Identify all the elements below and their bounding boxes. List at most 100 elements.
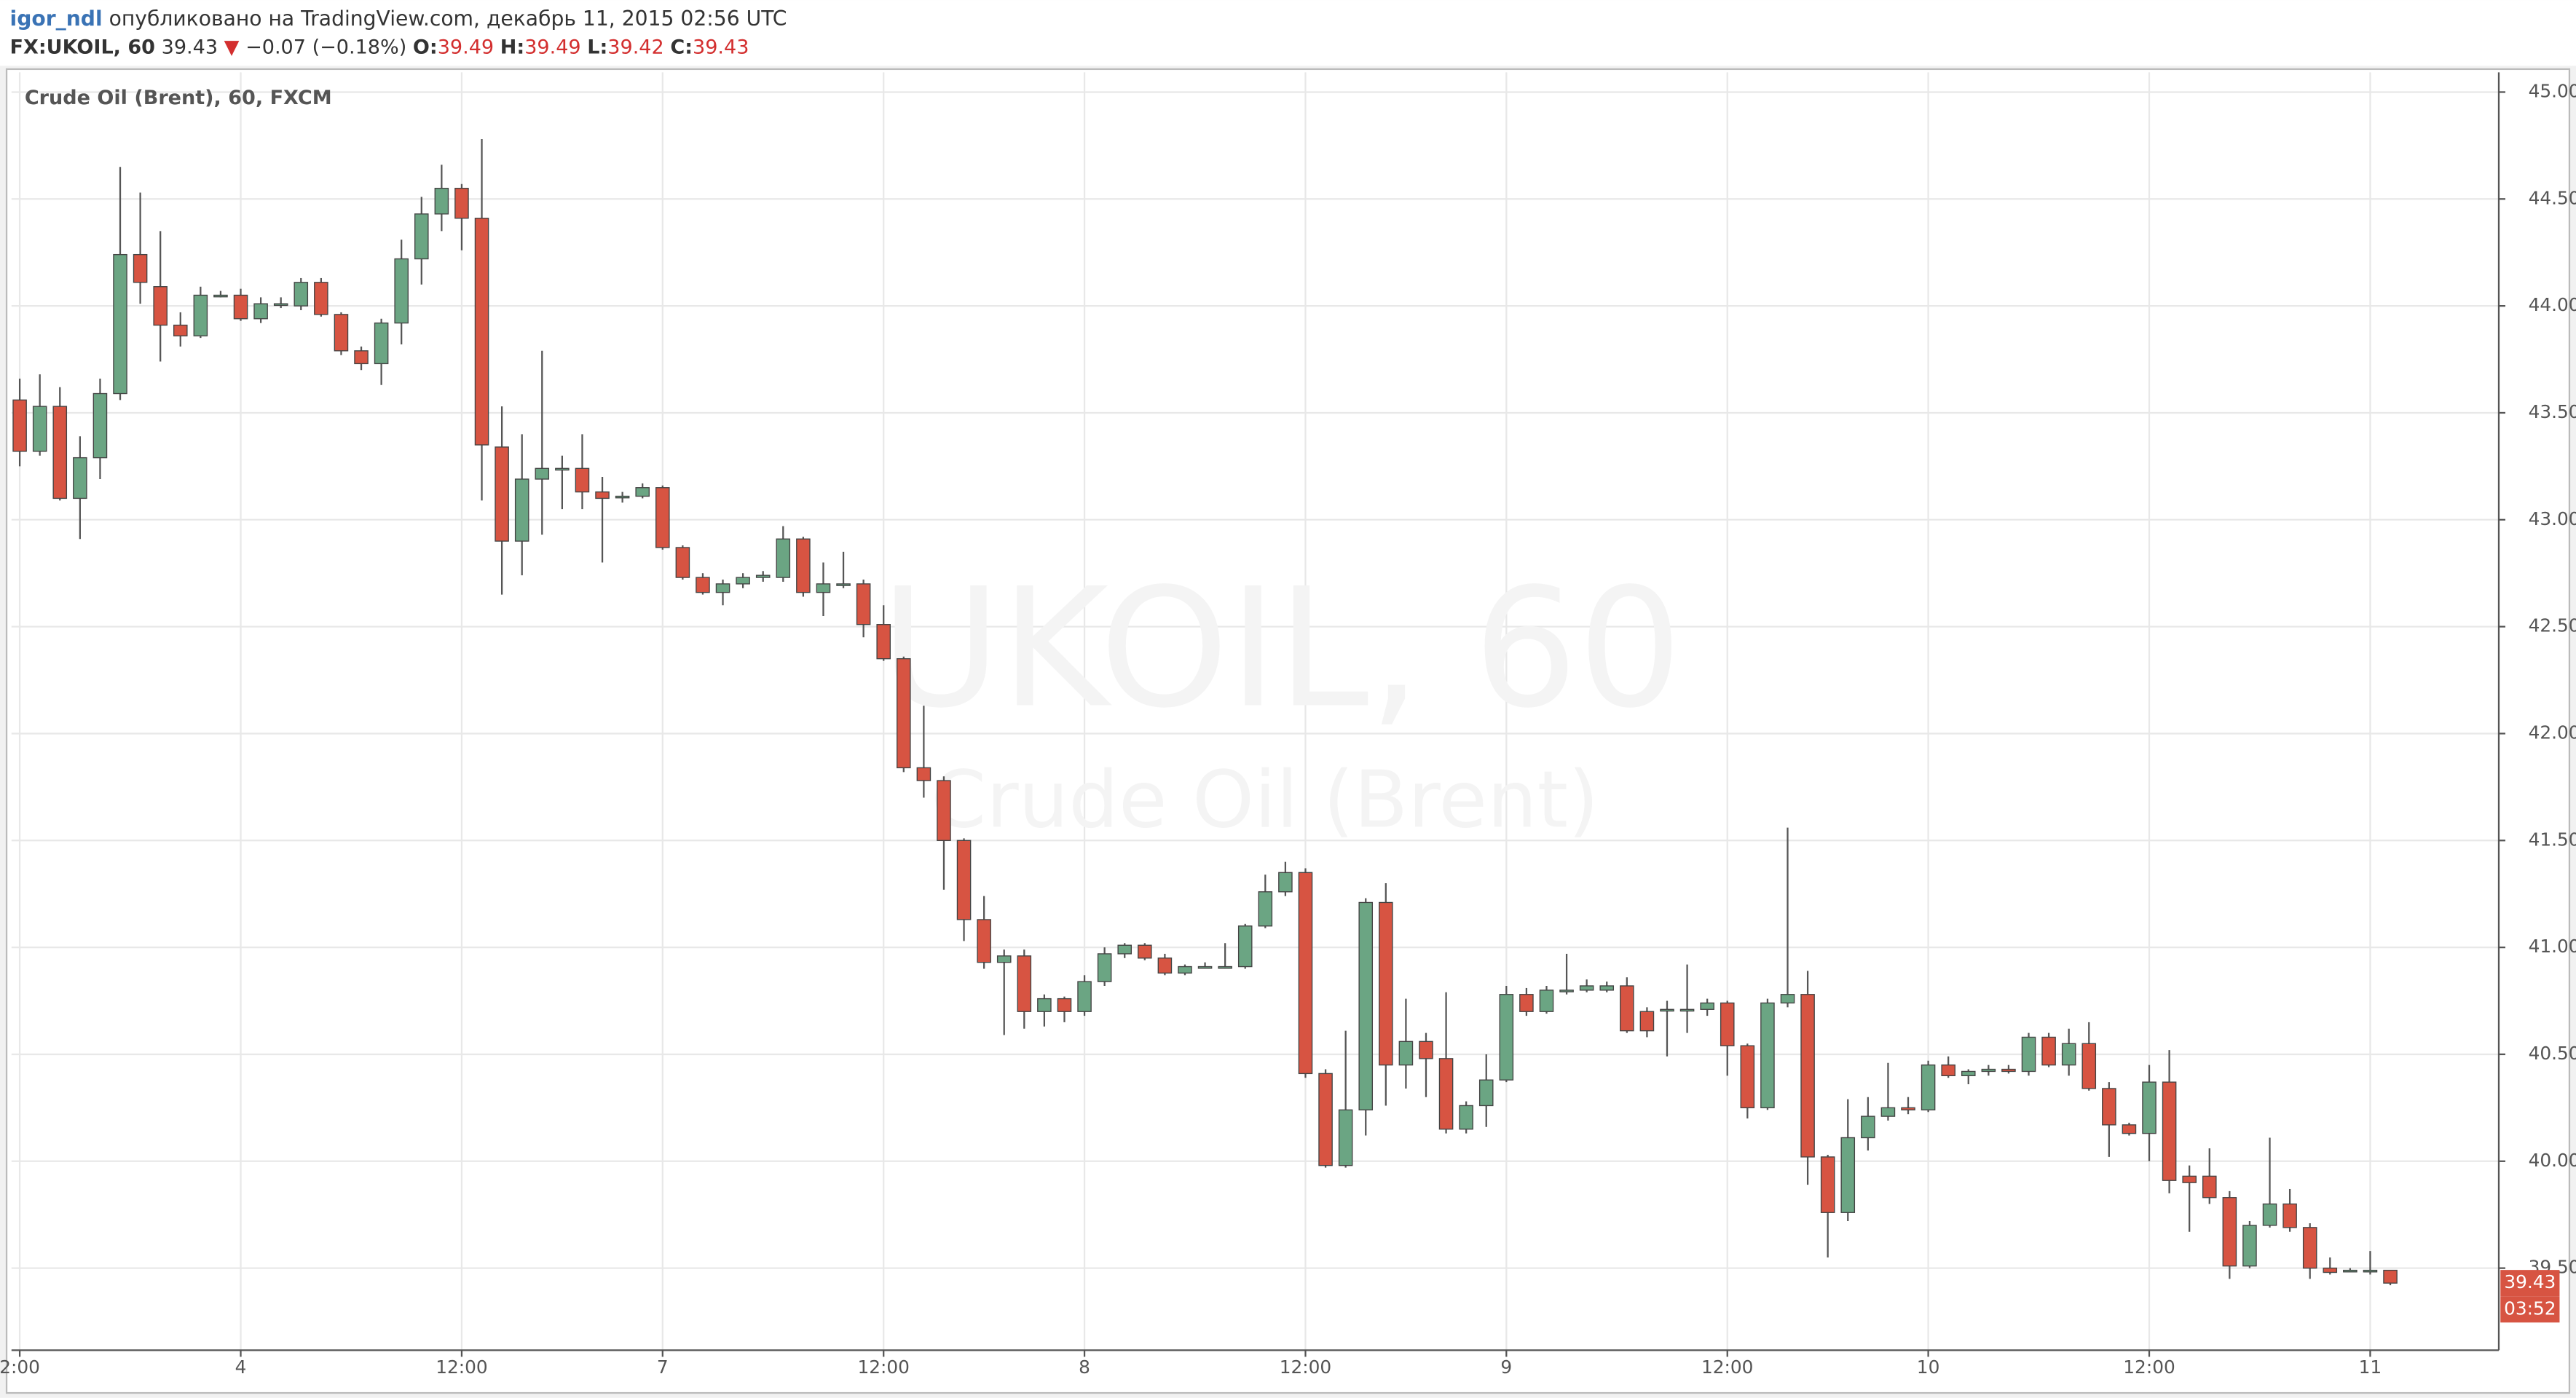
candle-body xyxy=(2262,1203,2277,1226)
l: 39.42 xyxy=(607,36,663,58)
change: −0.07 (−0.18%) xyxy=(245,36,406,58)
candle-body xyxy=(213,294,228,298)
candle-body xyxy=(615,495,630,499)
candle-body xyxy=(2061,1043,2076,1066)
candle-body xyxy=(92,392,108,459)
candle-body xyxy=(193,294,208,336)
candle-body xyxy=(1499,994,1514,1081)
candle-body xyxy=(253,303,268,320)
candle-body xyxy=(1700,1002,1714,1010)
o: 39.49 xyxy=(438,36,494,58)
h-label: H: xyxy=(500,36,524,58)
x-tick-label: 4 xyxy=(235,1356,247,1378)
candle-body xyxy=(1037,998,1052,1012)
candle-body xyxy=(575,467,590,493)
h: 39.49 xyxy=(524,36,580,58)
candle-body xyxy=(314,282,328,315)
x-tick-label: 12:00 xyxy=(857,1356,909,1378)
countdown-box xyxy=(2500,1296,2560,1323)
candle-body xyxy=(1077,981,1092,1012)
candle-body xyxy=(1178,965,1192,974)
watermark: UKOIL, 60 xyxy=(881,554,1682,745)
y-tick-label: 41.50 xyxy=(2529,829,2576,850)
candle-body xyxy=(1138,944,1152,959)
candle-body xyxy=(655,487,670,548)
x-tick-label: 8 xyxy=(1079,1356,1090,1378)
candle-body xyxy=(394,258,409,324)
candle-body xyxy=(1237,925,1253,968)
candle-body xyxy=(2122,1124,2137,1134)
candle-body xyxy=(1318,1073,1333,1166)
candle-body xyxy=(1057,998,1072,1012)
candle-body xyxy=(2383,1269,2398,1284)
candle-body xyxy=(1298,872,1313,1075)
candle-body xyxy=(555,467,570,471)
y-tick-label: 40.00 xyxy=(2529,1150,2576,1171)
candle-body xyxy=(535,467,550,480)
candle-body xyxy=(1981,1068,1996,1073)
x-tick-label: 12:00 xyxy=(1701,1356,1753,1378)
candle-body xyxy=(1820,1156,1835,1213)
candle-body xyxy=(514,478,529,542)
candle-body xyxy=(434,187,449,215)
countdown: 03:52 xyxy=(2504,1298,2556,1319)
y-tick-label: 44.50 xyxy=(2529,187,2576,208)
candle-body xyxy=(1117,944,1133,955)
candle-body xyxy=(1620,985,1634,1032)
candle-body xyxy=(996,955,1012,963)
y-tick-label: 41.00 xyxy=(2529,936,2576,957)
last-price-label: 39.43 xyxy=(2504,1271,2556,1292)
candle-body xyxy=(1157,957,1173,974)
candle-body xyxy=(1941,1064,1955,1077)
candle-body xyxy=(233,294,248,320)
candle-body xyxy=(2041,1036,2056,1066)
candle-body xyxy=(1720,1002,1735,1046)
candle-body xyxy=(635,487,650,497)
candle-body xyxy=(1901,1107,1915,1110)
candle-body xyxy=(1840,1137,1856,1213)
symbol-line: FX:UKOIL, 60 39.43 ▼ −0.07 (−0.18%) O:39… xyxy=(10,36,749,58)
candle-body xyxy=(937,780,951,841)
candle-body xyxy=(1338,1109,1353,1166)
candle-body xyxy=(374,322,389,365)
candle-body xyxy=(2142,1081,2156,1134)
candle-body xyxy=(1358,901,1374,1110)
symbol: FX:UKOIL, 60 xyxy=(10,36,155,58)
candle-body xyxy=(1961,1070,1976,1077)
candle-body xyxy=(2021,1036,2036,1073)
x-tick-label: 12:00 xyxy=(436,1356,487,1378)
candle-body xyxy=(2202,1175,2217,1198)
candle-body xyxy=(977,919,991,963)
published: опубликовано на TradingView.com, декабрь… xyxy=(109,7,787,31)
y-tick-label: 40.50 xyxy=(2529,1043,2576,1064)
grid xyxy=(11,72,2499,1351)
header-line: igor_ndl опубликовано на TradingView.com… xyxy=(10,7,787,31)
candle-body xyxy=(474,218,489,446)
x-tick-label: 12:00 xyxy=(1280,1356,1331,1378)
candle-body xyxy=(816,583,831,593)
candle-body xyxy=(1438,1058,1454,1130)
candle-body xyxy=(2102,1088,2116,1126)
x-tick-label: 9 xyxy=(1500,1356,1512,1378)
y-tick-label: 42.50 xyxy=(2529,615,2576,636)
candle-body xyxy=(1539,990,1554,1012)
c-label: C: xyxy=(670,36,693,58)
candle-body xyxy=(1097,953,1112,982)
c: 39.43 xyxy=(693,36,749,58)
x-tick-label: 10 xyxy=(1917,1356,1940,1378)
candle-body xyxy=(2182,1175,2197,1183)
candle-body xyxy=(495,446,509,542)
x-tick-label: 12:00 xyxy=(2123,1356,2175,1378)
candle-body xyxy=(173,324,188,336)
candle-body xyxy=(2222,1197,2237,1267)
candle-body xyxy=(696,577,710,593)
candle-body xyxy=(2343,1269,2358,1273)
user[interactable]: igor_ndl xyxy=(10,7,103,31)
candle-body xyxy=(2242,1225,2257,1267)
candle-body xyxy=(776,538,791,578)
last-price-box xyxy=(2500,1270,2560,1297)
candle-body xyxy=(1660,1008,1674,1012)
candle-body xyxy=(1218,965,1232,969)
candle-body xyxy=(2282,1203,2297,1228)
